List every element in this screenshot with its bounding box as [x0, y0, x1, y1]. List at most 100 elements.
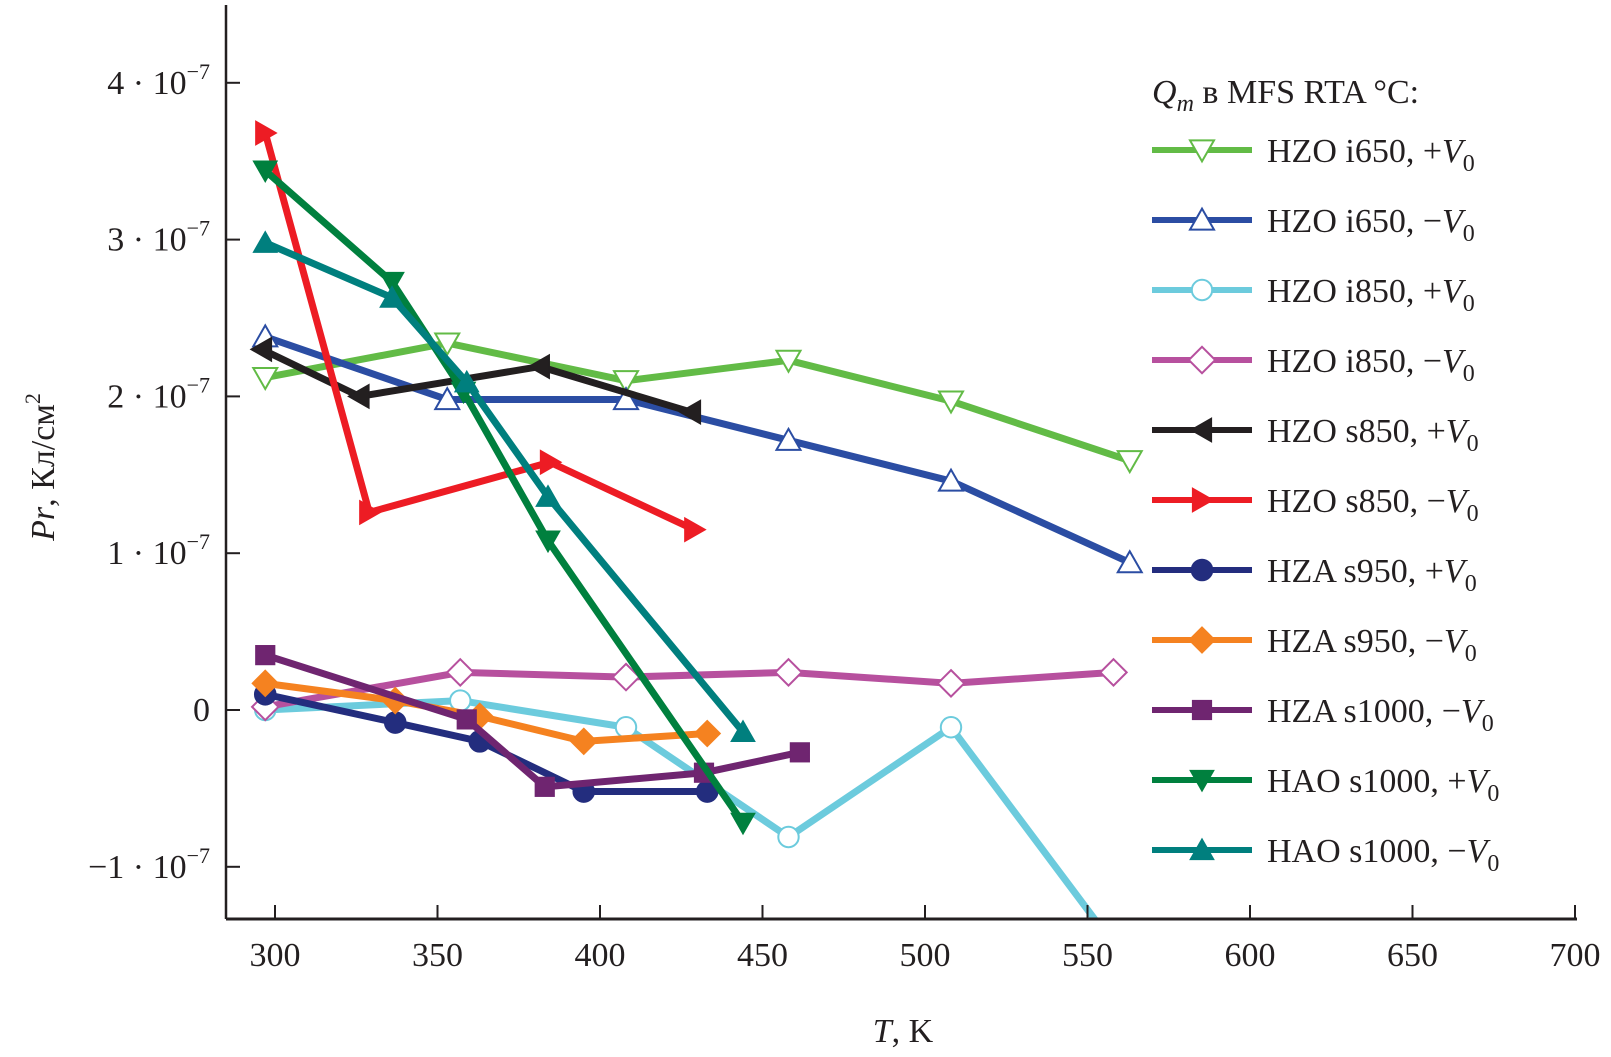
- marker-circle: [777, 825, 800, 849]
- marker-square: [534, 776, 555, 797]
- marker-diamond: [693, 719, 722, 748]
- legend: Qm в MFS RTA °C: HZO i650, +V0 HZO i650, …: [1152, 74, 1499, 877]
- x-tick-label: 550: [1062, 937, 1113, 974]
- legend-label-sub: 0: [1465, 641, 1477, 667]
- series-hzo-i650-v0: [251, 332, 1144, 475]
- marker-circle: [1190, 278, 1214, 302]
- x-axis-title-unit: , K: [892, 1013, 934, 1050]
- legend-label-sub: 0: [1465, 571, 1477, 597]
- y-tick-label: 1 · 10−7: [107, 529, 210, 572]
- marker-triangle-down: [379, 271, 405, 295]
- y-tick-mantissa: −1 · 10: [88, 849, 187, 886]
- series-line: [264, 339, 1131, 465]
- marker-triangle-left: [527, 353, 550, 380]
- legend-label: HZO i650, +V0: [1267, 133, 1475, 177]
- legend-label-sub: 0: [1467, 431, 1479, 457]
- marker-triangle-down: [774, 349, 803, 374]
- legend-label-sign: +: [1427, 413, 1446, 450]
- y-tick-label: 4 · 10−7: [107, 59, 210, 102]
- marker-circle: [939, 716, 963, 739]
- series-hzo-s850-v0: [249, 336, 702, 425]
- legend-title-q: Q: [1152, 74, 1177, 111]
- legend-label-sign: +: [1425, 553, 1444, 590]
- legend-label-sign: −: [1427, 483, 1446, 520]
- legend-item: HZO i850, +V0: [1152, 273, 1475, 317]
- legend-label-sign: +: [1447, 763, 1466, 800]
- y-axis-title: Pr, Кл/см2: [20, 393, 62, 542]
- legend-label-sub: 0: [1487, 781, 1499, 807]
- y-tick-exponent: −7: [187, 372, 210, 397]
- marker-triangle-left: [249, 336, 273, 363]
- marker-triangle-down: [612, 370, 640, 395]
- y-axis-title-symbol: Pr: [25, 506, 62, 542]
- x-tick-label: 300: [250, 937, 301, 974]
- marker-triangle-left: [1189, 417, 1213, 443]
- legend-item: HZA s950, −V0: [1152, 623, 1477, 667]
- series-hzo-s850-v0: [255, 120, 707, 543]
- series-layer: [249, 120, 1144, 919]
- marker-square: [255, 645, 276, 666]
- legend-label-sign: −: [1442, 693, 1461, 730]
- marker-triangle-up: [379, 285, 405, 308]
- legend-label-name: HZO s850,: [1267, 483, 1427, 520]
- legend-label: HZO i850, −V0: [1267, 343, 1475, 387]
- series-hzo-i650-v0: [251, 323, 1144, 574]
- series-line: [264, 668, 1114, 711]
- legend-item: HZO i650, +V0: [1152, 133, 1475, 177]
- series-line: [260, 346, 693, 416]
- marker-circle: [614, 716, 638, 739]
- legend-label-name: HZA s1000,: [1267, 693, 1442, 730]
- marker-triangle-up: [612, 386, 640, 411]
- marker-triangle-down: [252, 160, 279, 184]
- legend-label-name: HAO s1000,: [1267, 833, 1447, 870]
- legend-label-sign: −: [1423, 343, 1442, 380]
- marker-triangle-down: [433, 332, 461, 357]
- series-hao-s1000-v0: [252, 230, 756, 743]
- marker-triangle-down: [1189, 769, 1215, 793]
- x-tick-label: 700: [1550, 937, 1601, 974]
- marker-triangle-up: [1188, 206, 1216, 231]
- legend-label-name: HZA s950,: [1267, 623, 1425, 660]
- legend-label-sign: −: [1447, 833, 1466, 870]
- legend-label: HZA s950, +V0: [1267, 553, 1477, 597]
- series-line: [265, 697, 1099, 919]
- marker-triangle-down: [1116, 450, 1144, 475]
- legend-label: HZO s850, +V0: [1267, 413, 1479, 457]
- legend-title: Qm в MFS RTA °C:: [1152, 74, 1419, 117]
- legend-item: HZA s1000, −V0: [1152, 693, 1494, 737]
- marker-triangle-down: [1188, 139, 1216, 164]
- marker-triangle-up: [535, 484, 561, 507]
- legend-label-sub: 0: [1463, 361, 1475, 387]
- y-tick-label: 2 · 10−7: [107, 372, 210, 415]
- y-axis-title-unit: , Кл/см: [25, 404, 62, 507]
- marker-triangle-right: [255, 120, 278, 146]
- marker-triangle-left: [347, 383, 370, 410]
- marker-triangle-down: [251, 366, 279, 391]
- series-line: [261, 132, 696, 533]
- marker-triangle-up: [774, 426, 803, 451]
- series-hao-s1000-v0: [252, 160, 756, 836]
- legend-label: HZO i650, −V0: [1267, 203, 1475, 247]
- y-tick-mantissa: 1 · 10: [107, 535, 186, 572]
- legend-label-name: HZO i650,: [1267, 203, 1423, 240]
- marker-circle: [1190, 558, 1214, 582]
- marker-diamond: [611, 662, 641, 692]
- legend-label-name: HAO s1000,: [1267, 763, 1447, 800]
- marker-triangle-right: [684, 516, 707, 543]
- y-tick-label: 0: [193, 692, 210, 729]
- legend-label-sign: +: [1423, 133, 1442, 170]
- marker-diamond: [773, 657, 804, 687]
- marker-triangle-up: [1189, 837, 1215, 861]
- legend-label-name: HZO i850,: [1267, 273, 1423, 310]
- y-ticks: 4 · 10−73 · 10−72 · 10−71 · 10−70−1 · 10…: [88, 59, 240, 886]
- marker-square: [456, 709, 477, 730]
- legend-label: HZO i850, +V0: [1267, 273, 1475, 317]
- legend-title-rest: в MFS RTA °C:: [1194, 74, 1419, 111]
- marker-triangle-down: [937, 390, 965, 415]
- x-axis-title-symbol: T: [873, 1013, 894, 1050]
- marker-triangle-right: [1191, 487, 1215, 513]
- x-tick-label: 450: [737, 937, 788, 974]
- marker-diamond: [1098, 657, 1129, 687]
- x-tick-label: 650: [1387, 937, 1438, 974]
